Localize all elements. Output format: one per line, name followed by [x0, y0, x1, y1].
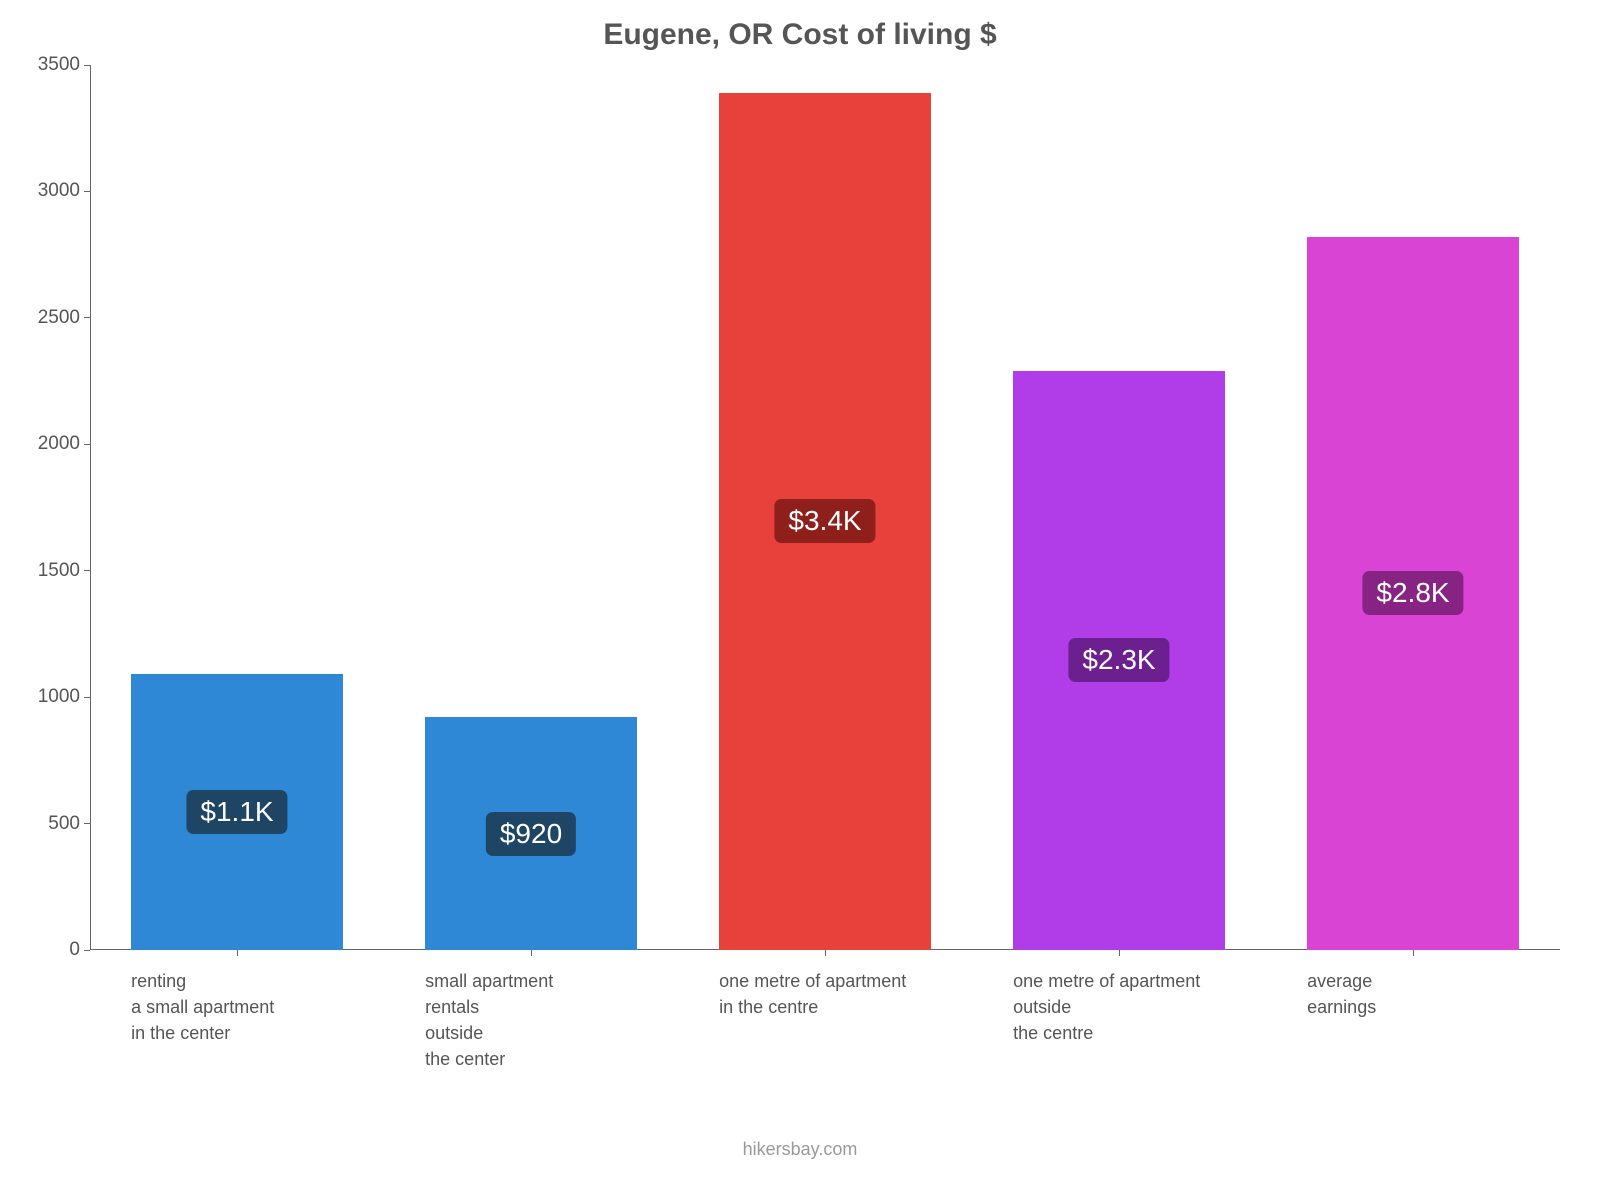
y-tick — [84, 65, 90, 66]
bar-badge: $920 — [486, 812, 576, 856]
y-tick-label: 0 — [20, 939, 80, 961]
y-axis-line — [90, 65, 91, 950]
y-tick-label: 1500 — [20, 560, 80, 582]
bar-badge: $3.4K — [774, 499, 875, 543]
y-tick — [84, 823, 90, 824]
x-tick — [1413, 950, 1414, 956]
bar-badge: $2.3K — [1068, 638, 1169, 682]
chart-title: Eugene, OR Cost of living $ — [0, 18, 1600, 52]
x-tick — [531, 950, 532, 956]
y-tick — [84, 697, 90, 698]
y-tick-label: 2500 — [20, 307, 80, 329]
y-tick-label: 2000 — [20, 433, 80, 455]
x-axis-label: small apartment rentals outside the cent… — [425, 968, 553, 1072]
y-tick-label: 3000 — [20, 180, 80, 202]
bar-badge: $1.1K — [186, 790, 287, 834]
bar-badge: $2.8K — [1362, 571, 1463, 615]
x-axis-label: average earnings — [1307, 968, 1376, 1020]
x-axis-label: one metre of apartment in the centre — [719, 968, 906, 1020]
chart-stage: Eugene, OR Cost of living $ 050010001500… — [0, 0, 1600, 1200]
plot-area: 0500100015002000250030003500$1.1Krenting… — [90, 65, 1560, 950]
y-tick — [84, 191, 90, 192]
chart-credit: hikersbay.com — [0, 1139, 1600, 1160]
y-tick — [84, 950, 90, 951]
y-tick-label: 3500 — [20, 54, 80, 76]
y-tick-label: 500 — [20, 813, 80, 835]
y-tick — [84, 570, 90, 571]
x-axis-label: renting a small apartment in the center — [131, 968, 274, 1046]
y-tick — [84, 444, 90, 445]
x-tick — [1119, 950, 1120, 956]
x-tick — [237, 950, 238, 956]
x-tick — [825, 950, 826, 956]
y-tick — [84, 317, 90, 318]
y-tick-label: 1000 — [20, 686, 80, 708]
x-axis-label: one metre of apartment outside the centr… — [1013, 968, 1200, 1046]
